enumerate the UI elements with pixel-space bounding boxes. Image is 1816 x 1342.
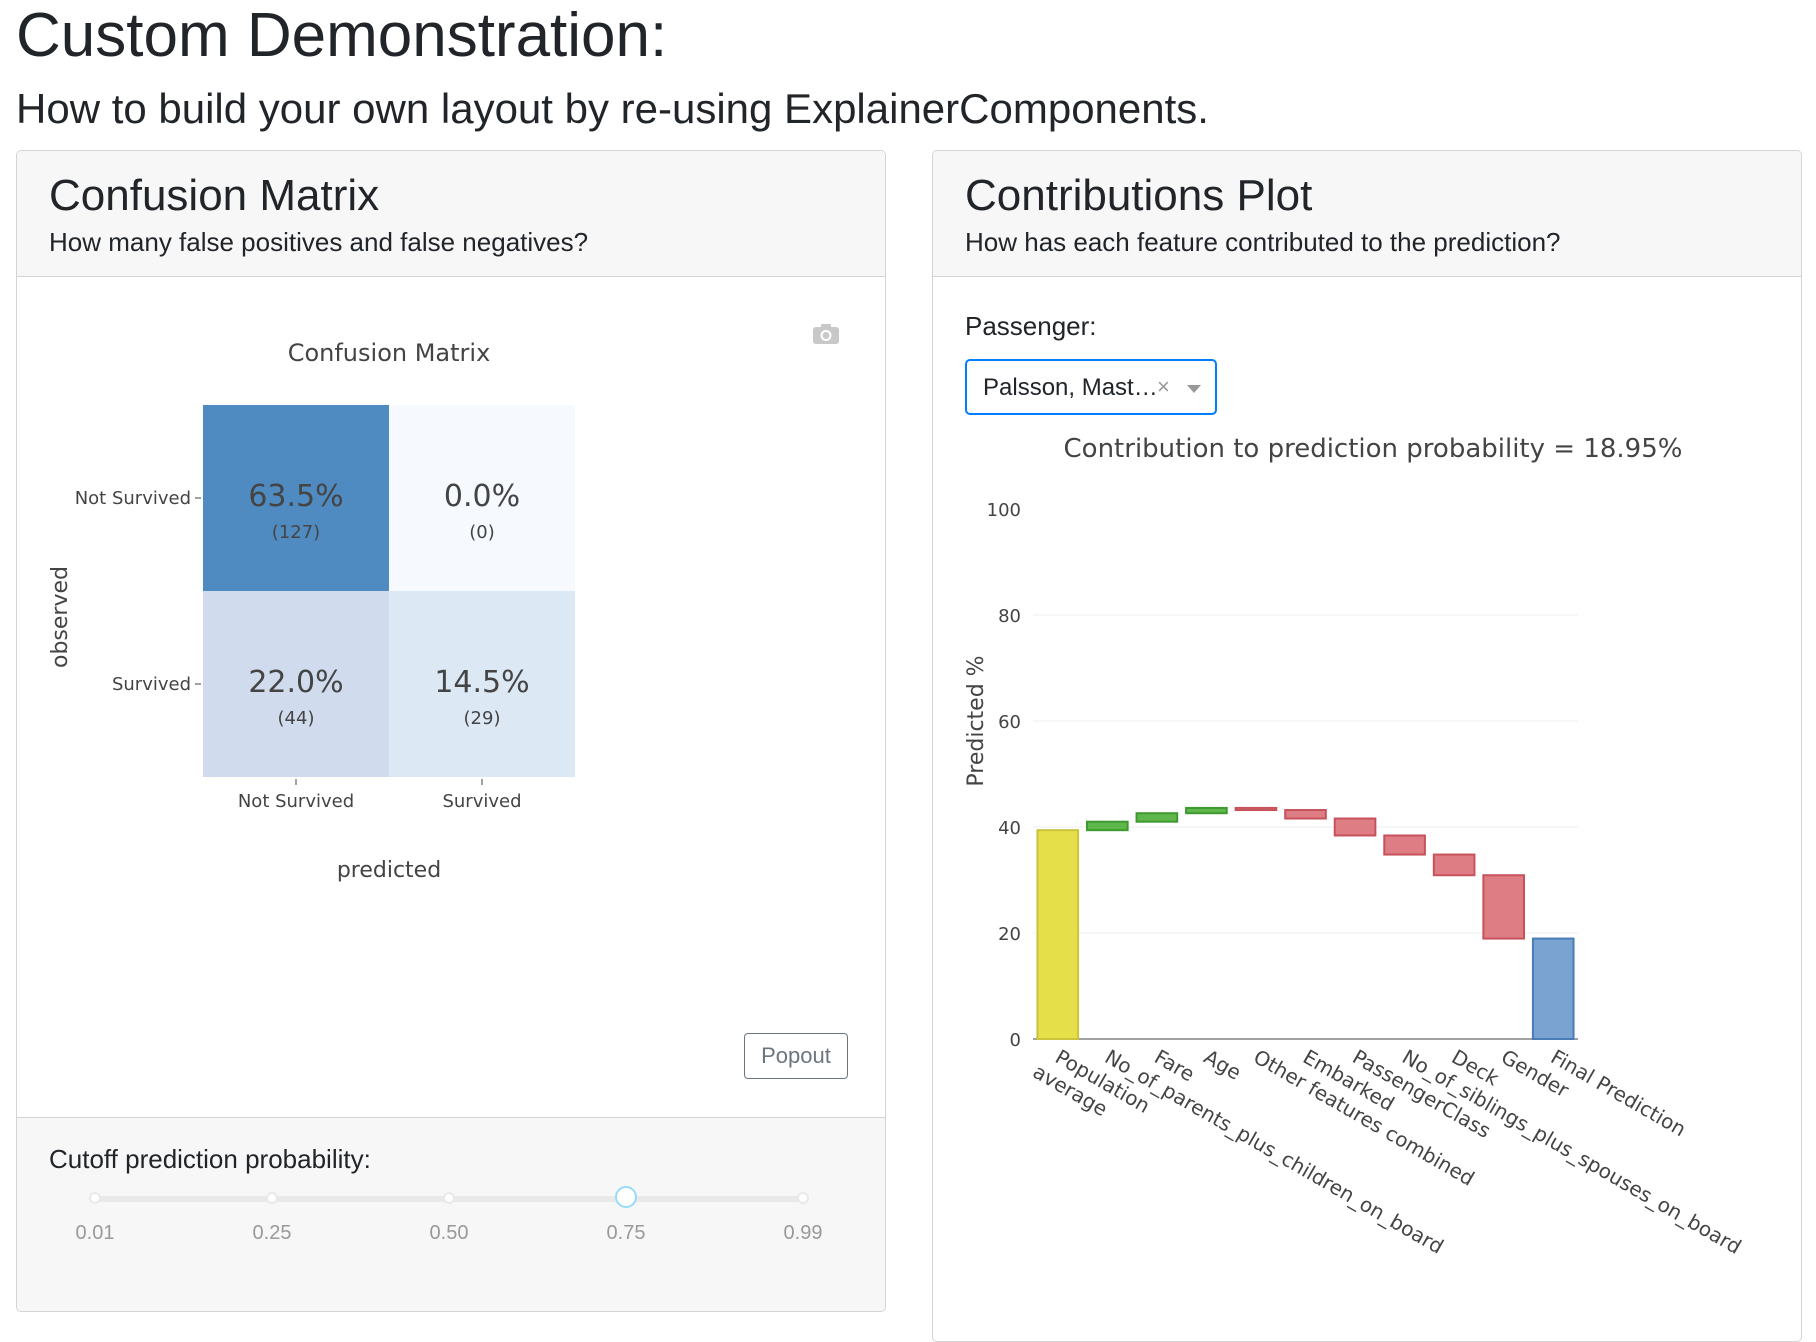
matrix-cell: [203, 405, 389, 591]
x-tick-label: Final Prediction: [1547, 1045, 1690, 1142]
waterfall-bar: [1333, 817, 1377, 837]
slider-tick-label: 0.50: [429, 1222, 469, 1244]
y-tick-label: 20: [998, 924, 1021, 945]
card-subtitle: How many false positives and false negat…: [49, 227, 589, 257]
slider-tick-label: 0.99: [783, 1222, 823, 1244]
x-tick-label: Survived: [442, 791, 521, 812]
x-axis-label: predicted: [337, 858, 441, 883]
waterfall-bar: [1036, 829, 1080, 1040]
card-header: Confusion Matrix How many false positive…: [17, 151, 885, 277]
slider-handle[interactable]: [615, 1186, 637, 1208]
cell-count: (127): [272, 522, 320, 543]
matrix-cell: [389, 405, 575, 591]
card-header: Contributions Plot How has each feature …: [933, 151, 1801, 277]
passenger-dropdown[interactable]: Palsson, Master... ×: [965, 359, 1217, 415]
x-tick-label: Age: [1200, 1045, 1246, 1085]
slider-dot[interactable]: [266, 1192, 278, 1204]
chart-title: Contribution to prediction probability =…: [1064, 434, 1683, 464]
camera-icon[interactable]: [812, 323, 840, 345]
y-tick-label: Survived: [112, 674, 191, 695]
cutoff-label: Cutoff prediction probability:: [49, 1144, 371, 1174]
y-tick-label: Not Survived: [75, 488, 191, 509]
cell-percentage: 22.0%: [248, 665, 343, 700]
x-tick-label: Populationaverage: [1029, 1039, 1154, 1139]
card-subtitle: How has each feature contributed to the …: [965, 227, 1561, 257]
cell-percentage: 0.0%: [444, 479, 520, 514]
slider-tick-label: 0.75: [606, 1222, 646, 1244]
clear-icon[interactable]: ×: [1157, 374, 1170, 399]
waterfall-bar: [1185, 806, 1228, 815]
contributions-card: Contributions Plot How has each feature …: [932, 150, 1802, 1342]
slider-dot[interactable]: [89, 1192, 101, 1204]
matrix-cell: [203, 591, 389, 777]
matrix-cell: [389, 591, 575, 777]
waterfall-bar: [1482, 874, 1525, 940]
y-tick-label: 40: [998, 818, 1021, 839]
cell-count: (29): [464, 708, 501, 729]
waterfall-bar: [1383, 834, 1426, 856]
waterfall-bar: [1234, 806, 1278, 812]
cell-percentage: 63.5%: [248, 479, 343, 514]
y-axis-label: Predicted %: [964, 655, 989, 786]
page-title: Custom Demonstration:: [16, 1, 668, 70]
chevron-down-icon[interactable]: [1187, 385, 1201, 393]
card-title: Confusion Matrix: [49, 171, 380, 220]
confusion-matrix-card: Confusion Matrix How many false positive…: [16, 150, 886, 1312]
y-tick-label: 60: [998, 712, 1021, 733]
cell-count: (44): [278, 708, 315, 729]
y-tick-label: 0: [1010, 1030, 1021, 1051]
slider-dot[interactable]: [797, 1192, 809, 1204]
y-axis-label: observed: [48, 566, 73, 668]
waterfall-bar: [1432, 853, 1476, 877]
card-title: Contributions Plot: [965, 171, 1313, 220]
cutoff-slider[interactable]: [89, 1186, 809, 1208]
passenger-label: Passenger:: [965, 311, 1097, 341]
popout-button[interactable]: Popout: [744, 1033, 848, 1079]
cell-count: (0): [469, 522, 495, 543]
cell-percentage: 14.5%: [434, 665, 529, 700]
card-footer: Cutoff prediction probability: 0.01 0.25 0…: [17, 1117, 885, 1311]
waterfall-bar: [1284, 809, 1327, 820]
y-tick-label: 100: [987, 500, 1021, 521]
waterfall-bar: [1531, 937, 1575, 1040]
dropdown-value: Palsson, Master...: [983, 374, 1158, 401]
confusion-matrix-chart: Confusion Matrix 63.5% (127) 0.0% (0) 22.0% (…: [48, 339, 575, 883]
contributions-chart: Contribution to prediction probability =…: [964, 434, 1745, 1259]
waterfall-bar: [1135, 812, 1179, 823]
chart-title: Confusion Matrix: [288, 339, 491, 367]
slider-tick-label: 0.25: [252, 1222, 292, 1244]
x-tick-label: Not Survived: [238, 791, 354, 812]
waterfall-bar: [1086, 820, 1129, 832]
page-subtitle: How to build your own layout by re-using…: [16, 85, 1209, 132]
y-tick-label: 80: [998, 606, 1021, 627]
slider-dot[interactable]: [443, 1192, 455, 1204]
slider-tick-label: 0.01: [75, 1222, 115, 1244]
